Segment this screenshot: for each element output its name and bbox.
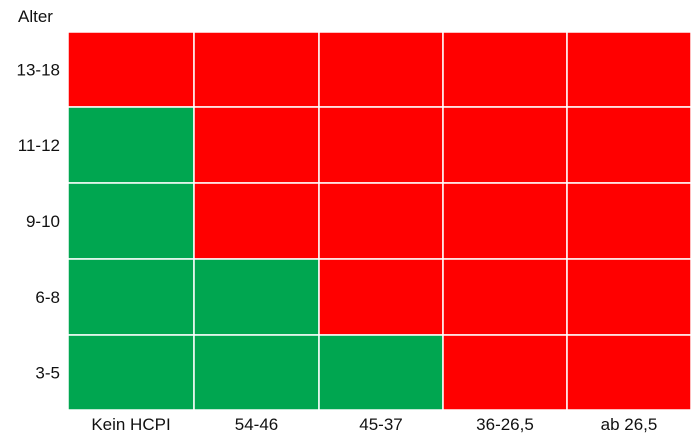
y-tick-label: 11-12 (18, 136, 60, 155)
x-tick-label: Kein HCPI (91, 415, 170, 434)
heatmap-cell-6-8-kein-hcpi (67, 258, 195, 336)
heatmap-cell-9-10-ab-26-5 (566, 182, 692, 260)
x-tick-label: ab 26,5 (601, 415, 658, 434)
x-tick-labels: Kein HCPI 54-46 45-37 36-26,5 ab 26,5 (91, 415, 657, 434)
heatmap-cell-11-12-45-37 (318, 106, 444, 184)
heatmap-cell-3-5-ab-26-5 (566, 334, 692, 411)
heatmap-cell-11-12-54-46 (193, 106, 320, 184)
heatmap-cells (67, 31, 692, 411)
heatmap-cell-13-18-ab-26-5 (566, 31, 692, 108)
heatmap-cell-9-10-45-37 (318, 182, 444, 260)
heatmap-cell-9-10-kein-hcpi (67, 182, 195, 260)
x-tick-label: 54-46 (235, 415, 278, 434)
y-tick-label: 9-10 (26, 212, 60, 231)
heatmap-cell-13-18-kein-hcpi (67, 31, 195, 108)
y-tick-label: 13-18 (17, 61, 60, 80)
heatmap-cell-6-8-36-26-5 (442, 258, 568, 336)
x-tick-label: 45-37 (359, 415, 402, 434)
x-tick-label: 36-26,5 (476, 415, 534, 434)
heatmap-cell-13-18-36-26-5 (442, 31, 568, 108)
heatmap-cell-6-8-45-37 (318, 258, 444, 336)
y-tick-label: 6-8 (35, 288, 60, 307)
y-tick-label: 3-5 (35, 364, 60, 383)
heatmap-cell-6-8-ab-26-5 (566, 258, 692, 336)
heatmap-cell-13-18-54-46 (193, 31, 320, 108)
heatmap-cell-9-10-54-46 (193, 182, 320, 260)
heatmap-cell-3-5-36-26-5 (442, 334, 568, 411)
heatmap-cell-13-18-45-37 (318, 31, 444, 108)
heatmap-cell-11-12-ab-26-5 (566, 106, 692, 184)
heatmap-cell-3-5-54-46 (193, 334, 320, 411)
y-axis-label: Alter (18, 7, 53, 26)
heatmap-cell-3-5-45-37 (318, 334, 444, 411)
heatmap-cell-11-12-36-26-5 (442, 106, 568, 184)
y-tick-labels: 13-18 11-12 9-10 6-8 3-5 (17, 61, 60, 383)
heatmap-cell-9-10-36-26-5 (442, 182, 568, 260)
heatmap-cell-6-8-54-46 (193, 258, 320, 336)
heatmap-cell-11-12-kein-hcpi (67, 106, 195, 184)
heatmap-cell-3-5-kein-hcpi (67, 334, 195, 411)
